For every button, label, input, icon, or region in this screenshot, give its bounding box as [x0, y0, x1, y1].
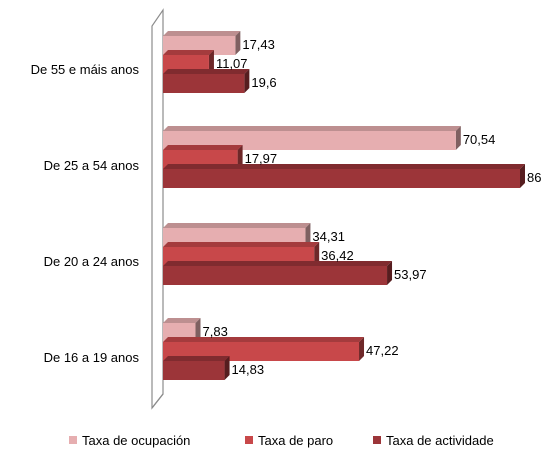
- data-label: 11,07: [216, 56, 248, 71]
- data-label: 70,54: [463, 132, 496, 147]
- category-label: De 16 a 19 anos: [44, 350, 140, 365]
- data-label: 17,43: [242, 37, 275, 52]
- legend-item: Taxa de ocupación: [69, 433, 190, 448]
- legend-item: Taxa de actividade: [373, 433, 494, 448]
- data-label: 53,97: [394, 267, 427, 282]
- data-label: 86: [527, 170, 541, 185]
- data-label: 47,22: [366, 343, 399, 358]
- chart-title-fragment: [0, 0, 553, 6]
- data-label: 14,83: [232, 362, 265, 377]
- category-label: De 25 a 54 anos: [44, 158, 140, 173]
- axis-wall: [151, 8, 164, 410]
- bars-layer: [163, 31, 525, 380]
- data-label: 17,97: [245, 151, 278, 166]
- legend-item: Taxa de paro: [245, 433, 333, 448]
- legend-label: Taxa de ocupación: [82, 433, 190, 448]
- legend-swatch: [245, 436, 253, 444]
- data-label: 34,31: [312, 229, 345, 244]
- category-label: De 55 e máis anos: [31, 62, 140, 77]
- bar-actividade: [163, 69, 250, 93]
- legend: Taxa de ocupación Taxa de paro Taxa de act…: [69, 433, 494, 448]
- data-label: 36,42: [321, 248, 354, 263]
- axis-floor-edge: [151, 393, 164, 409]
- category-label: De 20 a 24 anos: [44, 254, 140, 269]
- data-label: 19,6: [251, 75, 276, 90]
- data-label: 7,83: [203, 324, 228, 339]
- legend-swatch: [373, 436, 381, 444]
- bar-actividade: [163, 164, 525, 188]
- category-axis: [151, 8, 164, 410]
- bar-actividade: [163, 356, 230, 380]
- legend-swatch: [69, 436, 77, 444]
- legend-label: Taxa de paro: [258, 433, 333, 448]
- legend-label: Taxa de actividade: [386, 433, 494, 448]
- bar-actividade: [163, 261, 393, 285]
